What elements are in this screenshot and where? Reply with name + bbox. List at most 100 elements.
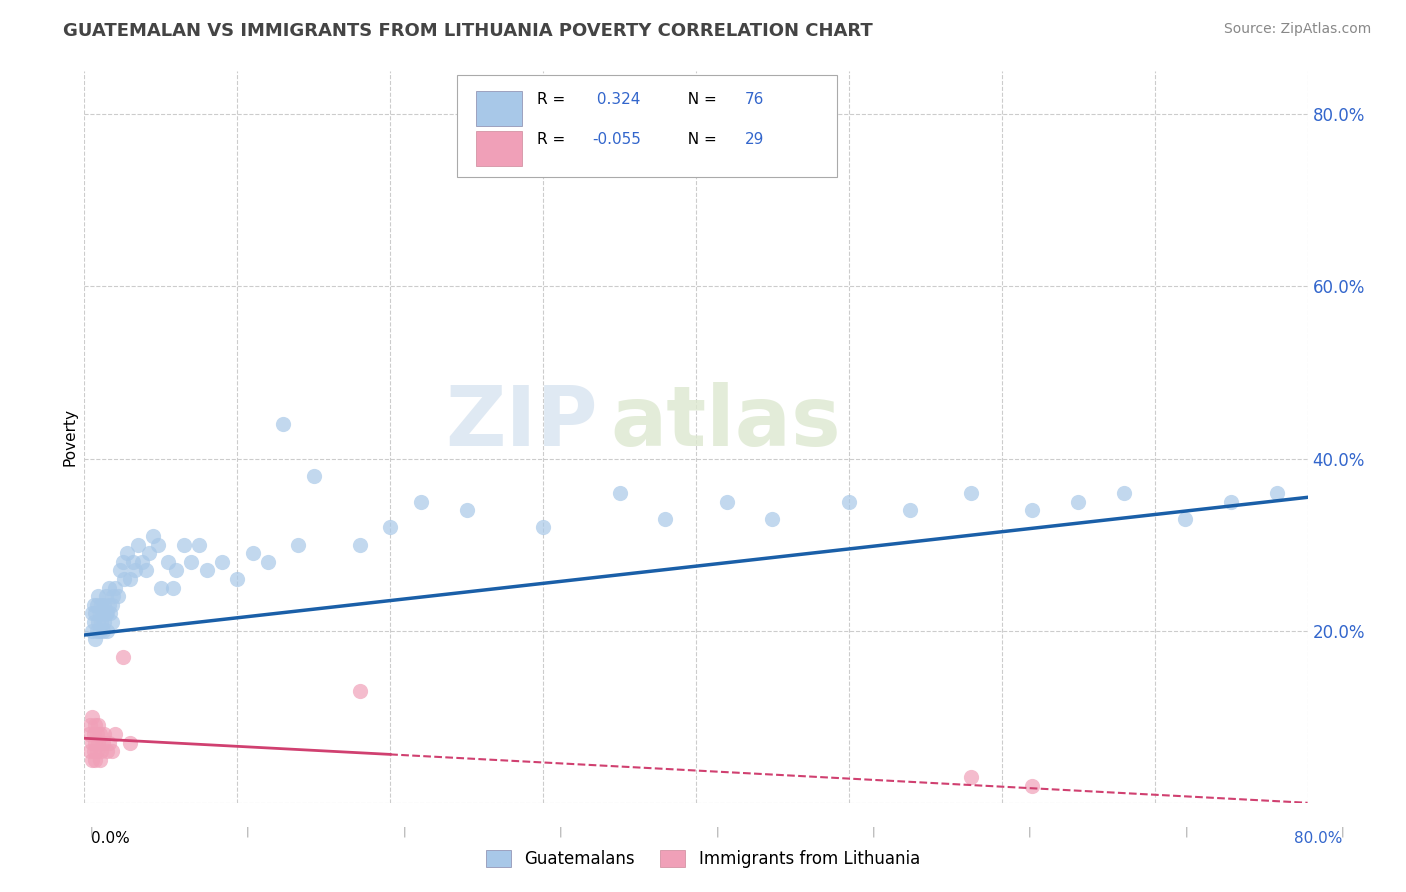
Point (761, 512, 783, 526)
Point (86, 727, 108, 741)
Point (98, 607, 121, 621)
Point (898, 503, 921, 517)
Point (162, 581, 184, 595)
Point (84, 607, 107, 621)
Point (89, 624, 111, 638)
Point (93, 727, 115, 741)
Point (101, 744, 124, 758)
Text: 29: 29 (745, 132, 765, 147)
Point (94, 589, 117, 603)
Point (96, 624, 118, 638)
Point (87, 589, 110, 603)
Point (104, 727, 127, 741)
Point (188, 538, 211, 552)
Point (138, 546, 160, 560)
Point (165, 564, 187, 578)
Point (84, 735, 107, 749)
Point (101, 615, 124, 629)
Point (89, 727, 111, 741)
Point (195, 564, 218, 578)
Text: |: | (1184, 826, 1188, 837)
Text: N =: N = (678, 92, 721, 107)
Point (112, 572, 135, 586)
Point (135, 564, 157, 578)
Point (91, 624, 114, 638)
Point (127, 538, 149, 552)
Legend: Guatemalans, Immigrants from Lithuania: Guatemalans, Immigrants from Lithuania (479, 843, 927, 875)
Point (409, 494, 432, 508)
Point (84, 718, 107, 732)
Point (83, 744, 105, 758)
Point (94, 607, 117, 621)
Point (609, 486, 631, 500)
Point (84, 753, 107, 767)
Point (96, 607, 118, 621)
Point (1174, 512, 1197, 526)
Point (77, 727, 100, 741)
Point (149, 581, 172, 595)
Text: R =: R = (537, 92, 569, 107)
Point (87, 718, 110, 732)
Point (87, 735, 110, 749)
Point (80, 753, 103, 767)
Point (120, 572, 142, 586)
Point (97, 581, 120, 595)
Point (115, 546, 138, 560)
Point (86, 744, 108, 758)
Point (456, 503, 478, 517)
Text: |: | (246, 826, 250, 837)
Point (91, 607, 114, 621)
Point (124, 564, 146, 578)
Text: GUATEMALAN VS IMMIGRANTS FROM LITHUANIA POVERTY CORRELATION CHART: GUATEMALAN VS IMMIGRANTS FROM LITHUANIA … (63, 22, 873, 40)
Point (1021, 779, 1043, 793)
Point (1114, 486, 1136, 500)
Point (90, 598, 112, 612)
Point (349, 538, 371, 552)
Y-axis label: Poverty: Poverty (62, 408, 77, 467)
Point (80, 624, 103, 638)
Point (211, 555, 233, 569)
Point (97, 735, 120, 749)
Point (96, 744, 118, 758)
Point (122, 555, 145, 569)
Point (90, 615, 112, 629)
Text: |: | (872, 826, 876, 837)
Point (111, 649, 134, 664)
Point (654, 512, 676, 526)
Point (91, 735, 114, 749)
Text: 0.324: 0.324 (592, 92, 640, 107)
Point (83, 727, 105, 741)
Point (104, 581, 127, 595)
Point (79, 744, 101, 758)
Text: 80.0%: 80.0% (1295, 831, 1343, 846)
Text: |: | (558, 826, 562, 837)
Point (716, 494, 738, 508)
Point (80, 710, 103, 724)
Point (103, 589, 125, 603)
Point (257, 555, 280, 569)
Text: |: | (402, 826, 406, 837)
Point (380, 520, 402, 534)
Point (79, 718, 101, 732)
Point (302, 468, 325, 483)
Point (83, 598, 105, 612)
Point (1021, 503, 1043, 517)
Text: N =: N = (678, 132, 721, 147)
Point (80, 607, 103, 621)
Point (107, 589, 129, 603)
Point (120, 735, 142, 749)
Point (89, 607, 111, 621)
Text: atlas: atlas (610, 382, 841, 463)
Text: -0.055: -0.055 (592, 132, 641, 147)
Text: Source: ZipAtlas.com: Source: ZipAtlas.com (1223, 22, 1371, 37)
Text: 0.0%: 0.0% (91, 831, 131, 846)
Point (157, 555, 180, 569)
Point (180, 555, 202, 569)
Point (84, 632, 107, 647)
Point (131, 555, 153, 569)
Point (86, 624, 108, 638)
Point (83, 615, 105, 629)
Point (86, 598, 108, 612)
Point (108, 564, 131, 578)
Text: 76: 76 (745, 92, 765, 107)
